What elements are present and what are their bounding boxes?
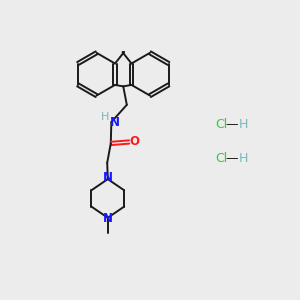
- Text: N: N: [110, 116, 120, 129]
- Text: H: H: [239, 152, 248, 165]
- Text: Cl: Cl: [215, 152, 228, 165]
- Text: H: H: [100, 112, 109, 122]
- Text: —: —: [226, 118, 238, 131]
- Text: N: N: [103, 212, 113, 226]
- Text: Cl: Cl: [215, 118, 228, 131]
- Text: O: O: [130, 136, 140, 148]
- Text: N: N: [103, 171, 113, 184]
- Text: —: —: [226, 152, 238, 165]
- Text: H: H: [239, 118, 248, 131]
